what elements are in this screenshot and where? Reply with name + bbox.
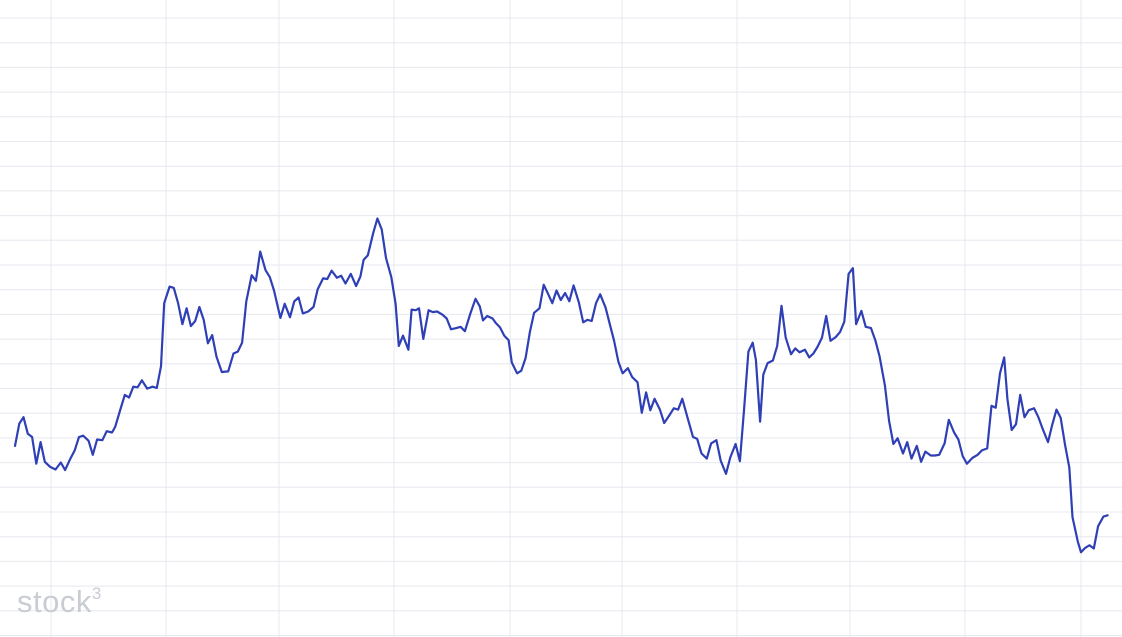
watermark-text: stock [17, 584, 92, 619]
stock3-watermark-logo: stock3 [17, 584, 102, 620]
series-group [13, 217, 1109, 554]
price-series-line [13, 217, 1109, 554]
watermark-superscript: 3 [91, 583, 102, 603]
